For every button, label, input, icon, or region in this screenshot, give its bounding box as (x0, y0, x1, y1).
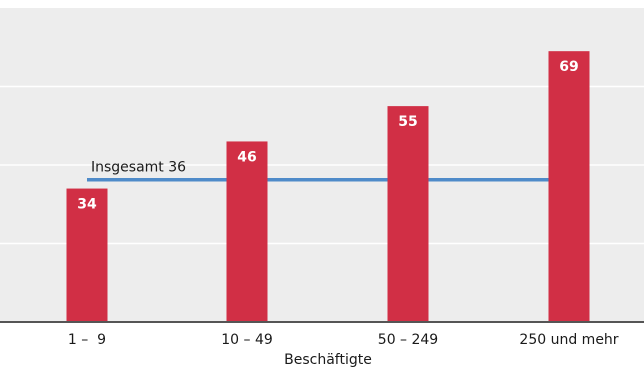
bar-value-label: 34 (77, 197, 97, 213)
x-tick-label: 1 – 9 (68, 332, 106, 348)
x-tick-label: 250 und mehr (519, 332, 618, 348)
x-tick-label: 10 – 49 (221, 332, 273, 348)
bars: 34 46 55 69 (66, 51, 590, 323)
bar-value-label: 69 (559, 59, 578, 75)
x-tick-label: 50 – 249 (378, 332, 438, 348)
bar (66, 188, 108, 322)
reference-line-group: Insgesamt 36 (87, 160, 549, 182)
bar (387, 106, 429, 322)
reference-line-label: Insgesamt 36 (91, 160, 186, 176)
bar (548, 51, 590, 323)
bar (226, 141, 268, 322)
x-tick-labels: 1 – 9 10 – 49 50 – 249 250 und mehr (68, 332, 619, 348)
bar-value-label: 46 (237, 149, 256, 165)
bar-value-label: 55 (398, 114, 417, 130)
x-axis-title: Beschäftigte (284, 352, 372, 368)
